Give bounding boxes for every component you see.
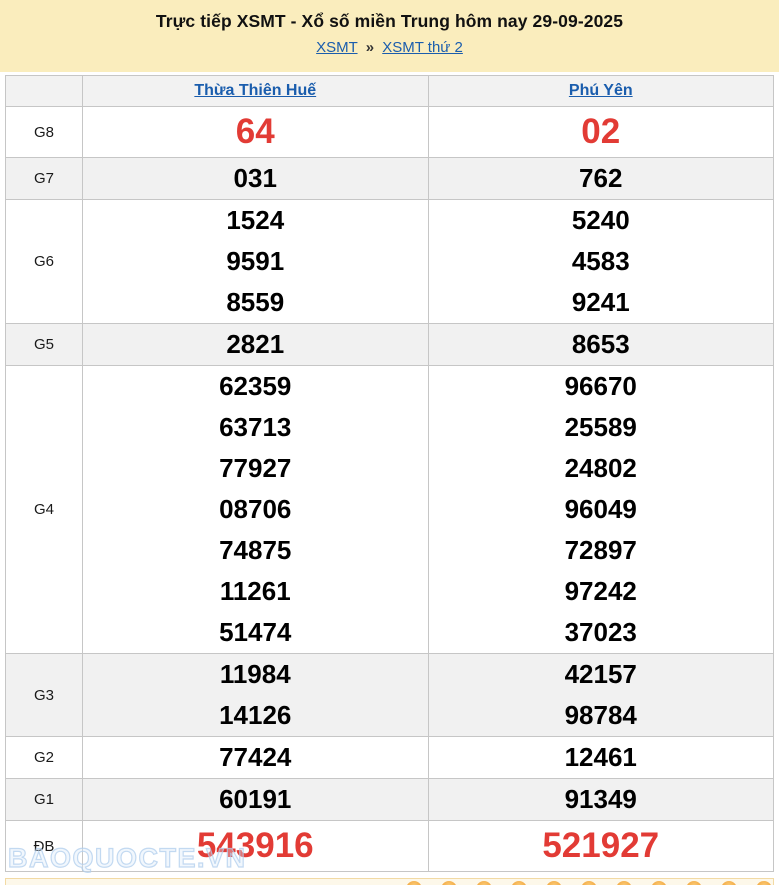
- prize-number: 98784: [564, 700, 637, 730]
- prize-label: G7: [5, 157, 83, 200]
- prize-number: 12461: [564, 742, 637, 772]
- lottery-ball-icon: [441, 881, 457, 885]
- prize-numbers-hue: 77424: [82, 736, 429, 779]
- lottery-ball-icon: [546, 881, 562, 885]
- prize-numbers-hue: 11984 14126: [82, 653, 429, 737]
- prize-number: 42157: [564, 659, 637, 689]
- prize-number: 24802: [564, 453, 637, 483]
- prize-number: 63713: [219, 412, 292, 442]
- prize-label: G8: [5, 106, 83, 158]
- prize-number: 97242: [564, 576, 637, 606]
- prize-label: G5: [5, 323, 83, 366]
- prize-numbers-hue: 031: [82, 157, 429, 200]
- table-header-row: Thừa Thiên Huế Phú Yên: [5, 75, 774, 107]
- prize-number: 51474: [219, 617, 292, 647]
- prize-number: 96670: [564, 371, 637, 401]
- prize-numbers-phu-yen: 42157 98784: [427, 653, 774, 737]
- lottery-ball-icon: [511, 881, 527, 885]
- prize-number: 37023: [564, 617, 637, 647]
- prize-number: 2821: [226, 329, 285, 359]
- prize-number: 11261: [219, 576, 291, 606]
- prize-column-header: [5, 75, 83, 107]
- prize-row-g3: G3 11984 14126 42157 98784: [5, 653, 774, 737]
- prize-number: 1524: [226, 205, 285, 235]
- prize-row-g1: G1 60191 91349: [5, 778, 774, 821]
- prize-number: 91349: [564, 784, 637, 814]
- prize-number: 031: [233, 163, 277, 193]
- prize-row-g5: G5 2821 8653: [5, 323, 774, 366]
- lottery-ball-icon: [581, 881, 597, 885]
- prize-row-g2: G2 77424 12461: [5, 736, 774, 779]
- prize-numbers-phu-yen: 02: [427, 106, 774, 158]
- prize-number: 74875: [219, 535, 292, 565]
- prize-number: 9241: [571, 287, 630, 317]
- lottery-ball-icon: [616, 881, 632, 885]
- lottery-ball-icon: [686, 881, 702, 885]
- prize-number: 77424: [219, 742, 292, 772]
- prize-row-g4: G4 62359 63713 77927 08706 74875 11261 51474 966…: [5, 365, 774, 654]
- prize-numbers-hue: 543916: [82, 820, 429, 872]
- prize-label: G1: [5, 778, 83, 821]
- prize-number: 64: [235, 112, 275, 151]
- prize-label: ĐB: [5, 820, 83, 872]
- prize-number: 60191: [219, 784, 292, 814]
- prize-label: G2: [5, 736, 83, 779]
- prize-number: 72897: [564, 535, 637, 565]
- prize-label: G4: [5, 365, 83, 654]
- prize-numbers-hue: 60191: [82, 778, 429, 821]
- prize-numbers-phu-yen: 96670 25589 24802 96049 72897 97242 37023: [427, 365, 774, 654]
- prize-number: 11984: [219, 659, 291, 689]
- lottery-ball-icon: [476, 881, 492, 885]
- prize-row-g8: G8 64 02: [5, 106, 774, 158]
- province-header-hue: Thừa Thiên Huế: [82, 75, 429, 107]
- prize-row-g7: G7 031 762: [5, 157, 774, 200]
- prize-numbers-phu-yen: 521927: [427, 820, 774, 872]
- prize-number: 762: [579, 163, 623, 193]
- prize-row-đb: ĐB 543916 521927: [5, 820, 774, 872]
- prize-row-g6: G6 1524 9591 8559 5240 4583 9241: [5, 199, 774, 324]
- breadcrumb-link-xsmt-thu-2[interactable]: XSMT thứ 2: [382, 39, 463, 56]
- prize-number: 25589: [564, 412, 637, 442]
- prize-numbers-hue: 64: [82, 106, 429, 158]
- prize-number: 77927: [219, 453, 292, 483]
- province-header-phu-yen: Phú Yên: [427, 75, 774, 107]
- next-section-partial: [5, 878, 774, 885]
- lottery-ball-icon: [721, 881, 737, 885]
- province-link-phu-yen[interactable]: Phú Yên: [568, 82, 633, 99]
- prize-numbers-hue: 2821: [82, 323, 429, 366]
- prize-number: 8653: [571, 329, 630, 359]
- page-header: Trực tiếp XSMT - Xổ số miền Trung hôm na…: [0, 0, 779, 72]
- prize-label: G6: [5, 199, 83, 324]
- lottery-ball-icon: [406, 881, 422, 885]
- province-link-thua-thien-hue[interactable]: Thừa Thiên Huế: [194, 82, 317, 99]
- prize-number: 96049: [564, 494, 637, 524]
- prize-numbers-phu-yen: 5240 4583 9241: [427, 199, 774, 324]
- breadcrumb-separator-icon: »: [365, 39, 375, 56]
- prize-number: 5240: [571, 205, 630, 235]
- prize-number: 543916: [196, 826, 314, 865]
- prize-numbers-hue: 62359 63713 77927 08706 74875 11261 51474: [82, 365, 429, 654]
- lottery-results-table: Thừa Thiên Huế Phú Yên G8 64 02 G7 031 762 G6 1…: [5, 75, 774, 872]
- breadcrumb: XSMT » XSMT thứ 2: [0, 39, 779, 56]
- prize-number: 02: [581, 112, 621, 151]
- prize-number: 9591: [226, 246, 285, 276]
- prize-label: G3: [5, 653, 83, 737]
- lottery-ball-icon: [651, 881, 667, 885]
- prize-number: 14126: [219, 700, 292, 730]
- prize-number: 4583: [571, 246, 630, 276]
- prize-number: 08706: [219, 494, 292, 524]
- prize-number: 521927: [542, 826, 660, 865]
- prize-numbers-phu-yen: 12461: [427, 736, 774, 779]
- lottery-ball-icon: [756, 881, 772, 885]
- prize-numbers-phu-yen: 762: [427, 157, 774, 200]
- breadcrumb-link-xsmt[interactable]: XSMT: [316, 39, 358, 56]
- prize-number: 8559: [226, 287, 285, 317]
- page-title: Trực tiếp XSMT - Xổ số miền Trung hôm na…: [155, 11, 624, 31]
- prize-numbers-phu-yen: 8653: [427, 323, 774, 366]
- prize-numbers-hue: 1524 9591 8559: [82, 199, 429, 324]
- prize-numbers-phu-yen: 91349: [427, 778, 774, 821]
- prize-number: 62359: [219, 371, 292, 401]
